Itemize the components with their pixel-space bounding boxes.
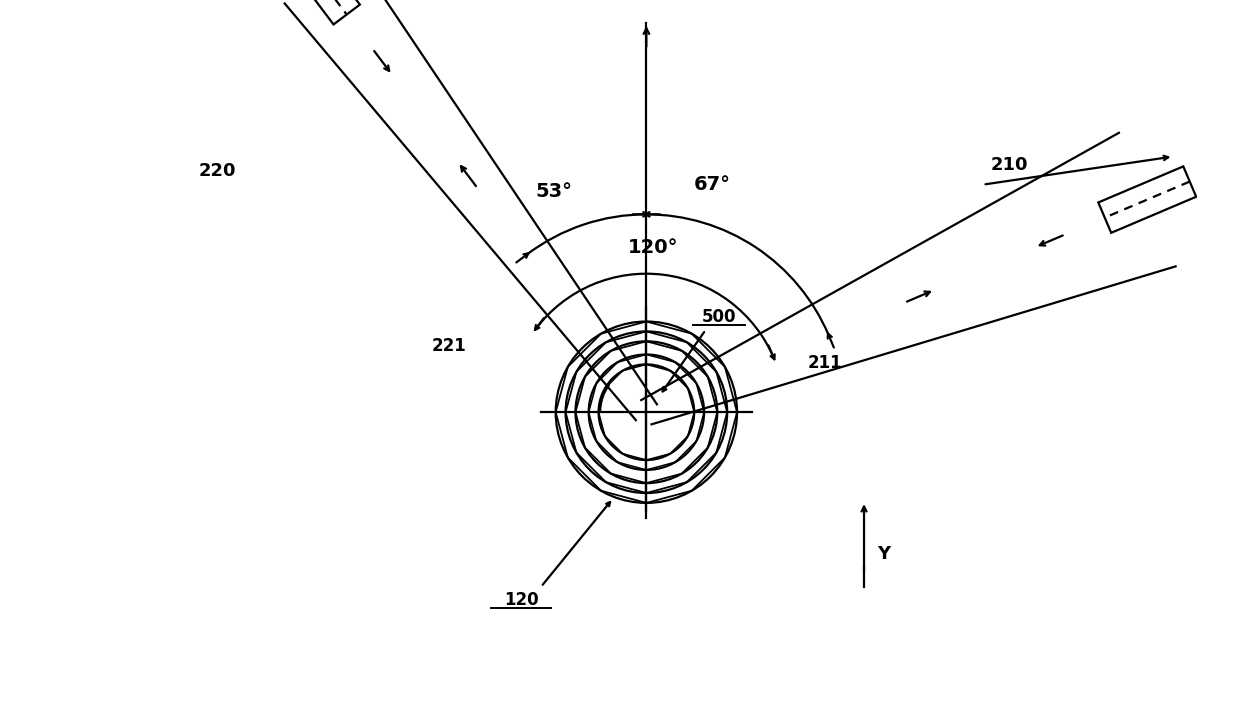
Text: 53°: 53° (536, 182, 573, 201)
Text: 120°: 120° (627, 238, 678, 257)
Text: 500: 500 (702, 308, 737, 325)
Text: 120: 120 (503, 591, 538, 609)
Text: 211: 211 (807, 354, 842, 372)
Text: 220: 220 (198, 162, 237, 181)
Text: Y: Y (877, 545, 890, 563)
Text: 67°: 67° (694, 175, 730, 194)
Text: 210: 210 (991, 156, 1028, 174)
Text: 221: 221 (432, 337, 466, 355)
